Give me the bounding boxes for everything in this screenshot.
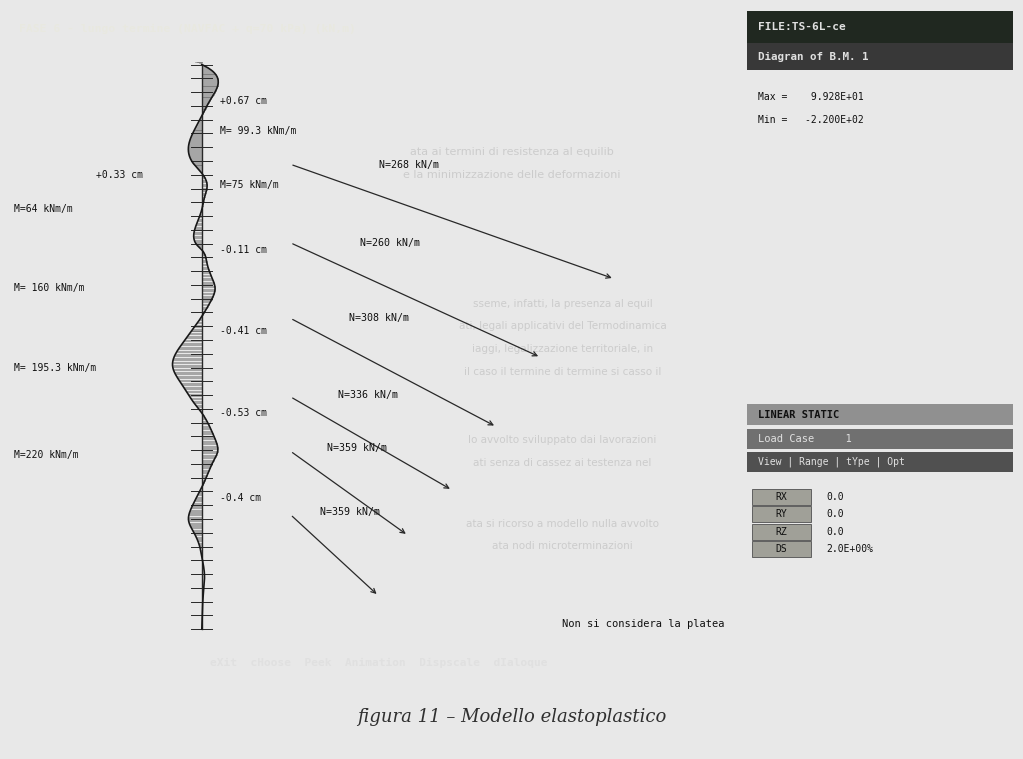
Text: N=359 kN/m: N=359 kN/m xyxy=(327,443,387,453)
Text: 2.0E+00%: 2.0E+00% xyxy=(827,544,874,554)
Text: figura 11 – Modello elastoplastico: figura 11 – Modello elastoplastico xyxy=(357,708,666,726)
Text: M=75 kNm/m: M=75 kNm/m xyxy=(220,181,279,191)
Bar xyxy=(752,541,811,557)
Text: DS: DS xyxy=(775,544,788,554)
Text: FASE 6 - lungo termine (NAVFAC + q=70 kPa) (kN,m): FASE 6 - lungo termine (NAVFAC + q=70 kP… xyxy=(19,24,356,34)
Text: M= 99.3 kNm/m: M= 99.3 kNm/m xyxy=(220,126,297,136)
Bar xyxy=(752,506,811,522)
Bar xyxy=(747,11,1013,43)
Bar xyxy=(747,452,1013,472)
Text: N=260 kN/m: N=260 kN/m xyxy=(360,238,420,248)
Text: N=268 kN/m: N=268 kN/m xyxy=(379,159,439,170)
Text: il caso il termine di termine si casso il: il caso il termine di termine si casso i… xyxy=(464,367,661,377)
Text: +0.33 cm: +0.33 cm xyxy=(96,170,143,180)
Text: RZ: RZ xyxy=(775,527,788,537)
Text: Load Case     1: Load Case 1 xyxy=(758,434,851,444)
Text: -0.11 cm: -0.11 cm xyxy=(220,245,267,255)
Text: Min =   -2.200E+02: Min = -2.200E+02 xyxy=(758,115,863,125)
Text: 0.0: 0.0 xyxy=(827,492,844,502)
Text: Diagran of B.M. 1: Diagran of B.M. 1 xyxy=(758,52,869,61)
Text: RY: RY xyxy=(775,509,788,519)
Text: M= 195.3 kNm/m: M= 195.3 kNm/m xyxy=(14,364,96,373)
Text: iaggi, legalizzazione territoriale, in: iaggi, legalizzazione territoriale, in xyxy=(472,344,654,354)
Text: ata nodi microterminazioni: ata nodi microterminazioni xyxy=(492,541,633,552)
Text: View | Range | tYpe | Opt: View | Range | tYpe | Opt xyxy=(758,457,904,468)
Text: ati, legali applicativi del Termodinamica: ati, legali applicativi del Termodinamic… xyxy=(458,321,667,332)
Bar xyxy=(747,404,1013,426)
Text: Non si considera la platea: Non si considera la platea xyxy=(563,619,725,629)
Text: ata ai termini di resistenza al equilib: ata ai termini di resistenza al equilib xyxy=(409,146,614,157)
Text: ati senza di cassez ai testenza nel: ati senza di cassez ai testenza nel xyxy=(474,458,652,468)
Text: M=64 kNm/m: M=64 kNm/m xyxy=(14,204,73,215)
Text: M= 160 kNm/m: M= 160 kNm/m xyxy=(14,283,85,293)
Text: -0.41 cm: -0.41 cm xyxy=(220,326,267,336)
Text: -0.53 cm: -0.53 cm xyxy=(220,408,267,418)
Bar xyxy=(747,43,1013,70)
Text: M=220 kNm/m: M=220 kNm/m xyxy=(14,450,79,460)
Text: +0.67 cm: +0.67 cm xyxy=(220,96,267,106)
Text: e la minimizzazione delle deformazioni: e la minimizzazione delle deformazioni xyxy=(403,169,620,180)
Text: FILE:TS-6L-ce: FILE:TS-6L-ce xyxy=(758,23,845,33)
Bar xyxy=(752,524,811,540)
Text: -0.4 cm: -0.4 cm xyxy=(220,493,261,502)
Text: N=308 kN/m: N=308 kN/m xyxy=(349,313,409,323)
Text: 0.0: 0.0 xyxy=(827,527,844,537)
Bar xyxy=(752,489,811,505)
Text: LINEAR STATIC: LINEAR STATIC xyxy=(758,410,839,420)
Bar xyxy=(747,429,1013,449)
Text: Max =    9.928E+01: Max = 9.928E+01 xyxy=(758,92,863,102)
Text: N=336 kN/m: N=336 kN/m xyxy=(339,390,398,400)
Text: sseme, infatti, la presenza al equil: sseme, infatti, la presenza al equil xyxy=(473,298,653,309)
Text: eXit  cHoose  Peek  Animation  Dispscale  dIaloque: eXit cHoose Peek Animation Dispscale dIa… xyxy=(210,658,547,668)
Text: lo avvolto sviluppato dai lavorazioni: lo avvolto sviluppato dai lavorazioni xyxy=(469,435,657,446)
Text: ata si ricorso a modello nulla avvolto: ata si ricorso a modello nulla avvolto xyxy=(466,518,659,529)
Text: 0.0: 0.0 xyxy=(827,509,844,519)
Text: N=359 kN/m: N=359 kN/m xyxy=(320,506,380,517)
Text: RX: RX xyxy=(775,492,788,502)
